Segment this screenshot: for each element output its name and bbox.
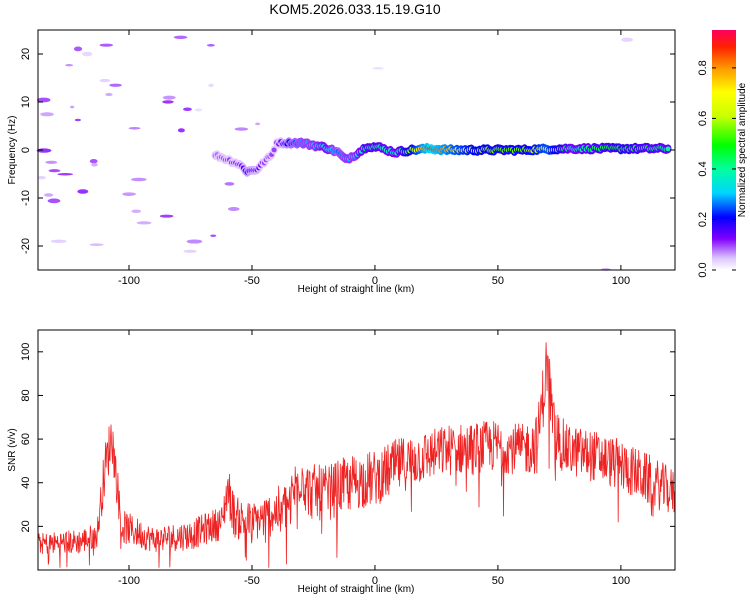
snr-x-ticks: -100 -50 0 50 100 xyxy=(118,330,630,587)
spectrogram-noise-cell xyxy=(57,172,74,176)
spectrogram-noise-cell xyxy=(183,249,197,253)
spectrogram-noise-cell xyxy=(44,193,54,197)
spectrogram-noise-cell xyxy=(227,206,240,212)
y-tick-label: 10 xyxy=(20,96,32,108)
spectrogram-noise-cell xyxy=(89,243,104,246)
spectrogram-noise-cell xyxy=(210,234,217,237)
y-tick-label: 80 xyxy=(20,389,32,401)
spectrogram-noise-cell xyxy=(206,43,215,47)
spectrogram-noise-cell xyxy=(65,63,74,67)
spectrogram-noise-cell xyxy=(372,67,384,70)
y-tick-label: -20 xyxy=(20,238,32,254)
spectrogram-noise-cell xyxy=(177,128,185,133)
spectrogram-noise-cell xyxy=(194,108,203,112)
y-tick-label: 20 xyxy=(20,520,32,532)
colorbar-tick-label: 0.6 xyxy=(697,111,709,126)
snr-plot-area xyxy=(38,330,675,570)
spectrogram-marks xyxy=(36,35,672,271)
spectrogram-noise-cell xyxy=(73,46,83,52)
spectrogram-x-axis-label: Height of straight line (km) xyxy=(298,284,415,295)
spectrogram-noise-cell xyxy=(99,43,113,47)
spectrogram-noise-cell xyxy=(77,189,89,194)
spectrogram-noise-cell xyxy=(173,35,188,39)
spectrogram-noise-cell xyxy=(48,169,61,173)
spectrogram-noise-cell xyxy=(105,92,113,97)
y-tick-label: 20 xyxy=(20,48,32,60)
spectrogram-y-axis-label: Frequency (Hz) xyxy=(7,116,18,185)
spectrogram-noise-cell xyxy=(136,221,152,225)
spectrogram-noise-cell xyxy=(89,158,98,164)
x-tick-label: 0 xyxy=(372,575,378,587)
spectrogram-noise-cell xyxy=(45,160,58,164)
chart-title: KOM5.2026.033.15.19.G10 xyxy=(269,1,440,17)
spectrogram-noise-cell xyxy=(159,214,174,218)
x-tick-label: 50 xyxy=(492,275,504,287)
x-tick-label: 0 xyxy=(372,275,378,287)
snr-panel: -100 -50 0 50 100 20 40 60 80 100 Height of stra… xyxy=(7,329,676,595)
spectrogram-noise-cell xyxy=(47,198,61,204)
spectrogram-noise-cell xyxy=(40,112,54,117)
colorbar-label: Normalized spectral amplitude xyxy=(737,82,748,217)
spectrogram-noise-cell xyxy=(131,177,147,182)
spectrogram-noise-cell xyxy=(162,95,176,100)
y-tick-label: 40 xyxy=(20,477,32,489)
x-tick-label: 100 xyxy=(612,575,630,587)
spectrogram-noise-cell xyxy=(36,97,51,103)
spectrogram-noise-cell xyxy=(186,239,203,244)
spectrogram-noise-cell xyxy=(99,78,111,83)
y-tick-label: -10 xyxy=(20,190,32,206)
spectrogram-noise-cell xyxy=(70,105,75,109)
spectrogram-ridge-cell xyxy=(665,146,671,152)
spectrogram-noise-cell xyxy=(122,192,136,196)
spectrogram-noise-cell xyxy=(128,126,141,130)
x-tick-label: 50 xyxy=(492,575,504,587)
spectrogram-noise-cell xyxy=(255,122,261,126)
spectrogram-noise-cell xyxy=(109,83,122,87)
spectrogram-noise-cell xyxy=(91,162,98,167)
colorbar-tick-label: 0.0 xyxy=(697,262,709,277)
colorbar-tick-label: 0.4 xyxy=(697,161,709,176)
spectrogram-noise-cell xyxy=(224,182,235,186)
spectrogram-noise-cell xyxy=(50,239,67,244)
colorbar: 0.0 0.2 0.4 0.6 0.8 Normalized spectral ampl… xyxy=(697,30,748,278)
x-tick-label: -100 xyxy=(118,275,140,287)
snr-series-line xyxy=(38,342,675,568)
x-tick-label: -50 xyxy=(244,275,260,287)
spectrogram-noise-cell xyxy=(37,175,46,180)
colorbar-gradient xyxy=(712,30,736,270)
y-tick-label: 60 xyxy=(20,433,32,445)
snr-y-axis-label: SNR (v/v) xyxy=(7,428,18,471)
colorbar-tick-label: 0.2 xyxy=(697,212,709,227)
spectrogram-noise-cell xyxy=(208,83,214,88)
spectrogram-noise-cell xyxy=(621,37,634,42)
spectrogram-noise-cell xyxy=(234,127,249,131)
colorbar-tick-label: 0.8 xyxy=(697,60,709,75)
y-tick-label: 100 xyxy=(20,343,32,361)
y-tick-label: 0 xyxy=(20,147,32,153)
x-tick-label: -100 xyxy=(118,575,140,587)
snr-frame xyxy=(37,329,676,571)
spectrogram-x-ticks: -100 -50 0 50 100 xyxy=(118,30,630,287)
colorbar-ticks: 0.0 0.2 0.4 0.6 0.8 xyxy=(697,60,736,278)
spectrogram-y-ticks: -20 -10 0 10 20 xyxy=(20,48,675,254)
x-tick-label: 100 xyxy=(612,275,630,287)
spectrogram-noise-cell xyxy=(74,118,81,122)
snr-x-axis-label: Height of straight line (km) xyxy=(298,584,415,595)
spectrogram-noise-cell xyxy=(82,51,93,57)
snr-y-ticks: 20 40 60 80 100 xyxy=(20,343,675,532)
x-tick-label: -50 xyxy=(244,575,260,587)
spectrogram-noise-cell xyxy=(162,100,174,104)
spectrogram-ridge-cell xyxy=(271,147,277,153)
spectrogram-noise-cell xyxy=(36,148,52,153)
spectrogram-noise-cell xyxy=(131,209,142,214)
spectrogram-noise-cell xyxy=(183,107,192,111)
